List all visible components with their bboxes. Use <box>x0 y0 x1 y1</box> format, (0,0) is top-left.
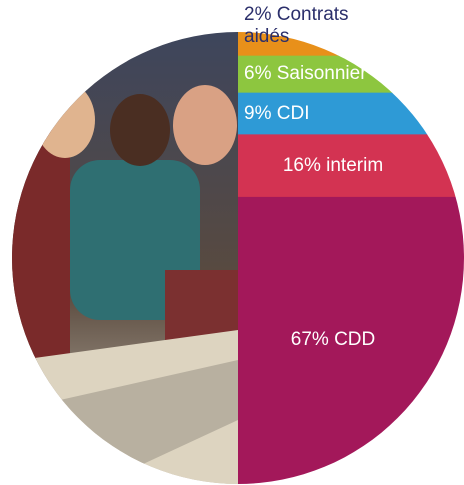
label-box: 67% CDD <box>233 329 433 351</box>
photo <box>12 32 238 484</box>
value-label: 2% <box>244 4 272 25</box>
band-label: 2% Contrats aidés <box>244 4 374 48</box>
band-label: 9% CDI <box>244 103 374 125</box>
band-label: 16% interim <box>233 155 433 177</box>
category-label: CDI <box>276 102 310 124</box>
label-box: 2% Contrats aidés <box>244 4 374 48</box>
label-box: 9% CDI <box>244 103 374 125</box>
category-label: Contrats aidés <box>244 4 349 47</box>
label-box: 16% interim <box>233 155 433 177</box>
value-label: 67% <box>290 329 329 351</box>
value-label: 6% <box>244 63 272 85</box>
category-label: CDD <box>334 329 376 351</box>
band <box>238 134 464 198</box>
category-label: Saisonnier <box>276 63 367 85</box>
category-label: interim <box>326 154 384 176</box>
band-label: 67% CDD <box>233 329 433 351</box>
value-label: 16% <box>282 154 321 176</box>
label-box: 6% Saisonnier <box>244 63 374 85</box>
value-label: 9% <box>244 102 272 124</box>
band-label: 6% Saisonnier <box>244 63 374 85</box>
